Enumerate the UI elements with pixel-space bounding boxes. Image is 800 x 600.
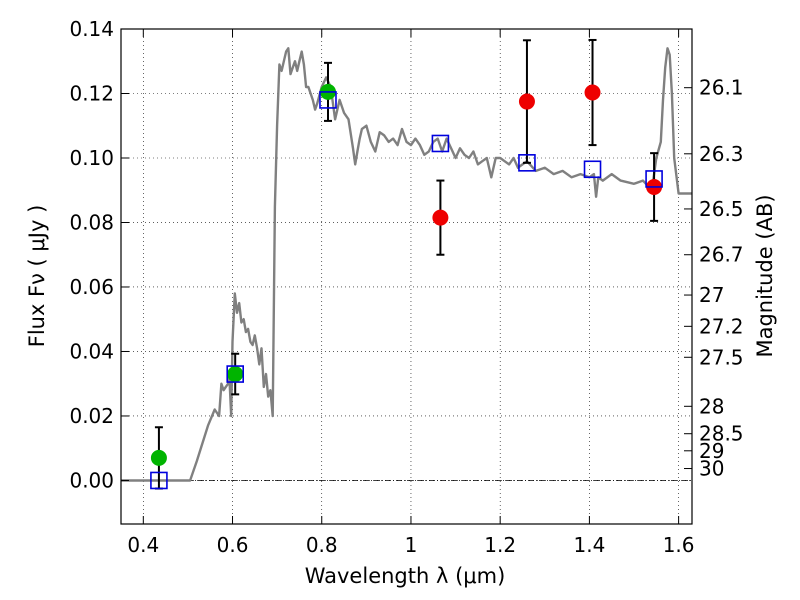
model-band-square: [645, 170, 663, 188]
model-band-square: [518, 154, 536, 172]
model-band-square: [226, 365, 244, 383]
x-tick-label: 1.4: [573, 533, 605, 557]
y-axis-label: Flux Fν ( μJy ): [25, 205, 49, 348]
right-tick-label: 26.5: [699, 197, 744, 221]
x-axis-label: Wavelength λ (μm): [305, 564, 506, 588]
y-tick-label: 0.10: [69, 146, 114, 170]
model-band-square: [150, 471, 168, 490]
axes: 0.4 0.6 0.8 1 1.2 1.4 1.6 0.00 0.02 0.04 0.06 0.08 0…: [69, 17, 743, 557]
grid-lines: [121, 28, 692, 524]
right-tick-label: 30: [699, 457, 724, 481]
y-tick-label: 0.06: [69, 275, 114, 299]
model-spectrum-line: [121, 47, 692, 482]
y-tick-label: 0.12: [69, 81, 114, 105]
right-tick-label: 26.3: [699, 142, 744, 166]
plot-area: [121, 38, 692, 490]
y-tick-label: 0.04: [69, 339, 114, 363]
model-band-square: [583, 160, 602, 179]
x-tick-label: 1.2: [484, 533, 516, 557]
y-tick-label: 0.02: [69, 404, 114, 428]
data-point: [518, 93, 535, 110]
right-tick-label: 26.1: [699, 76, 744, 100]
right-tick-label: 27: [699, 283, 724, 307]
data-point: [432, 209, 449, 226]
x-tick-label: 0.8: [306, 533, 338, 557]
y-axis-right-label: Magnitude (AB): [753, 194, 777, 357]
x-tick-label: 1.6: [663, 533, 695, 557]
data-point: [584, 84, 601, 101]
right-tick-label: 26.7: [699, 243, 744, 267]
x-tick-label: 0.6: [217, 533, 249, 557]
y-tick-label: 0.14: [69, 17, 114, 41]
data-point: [150, 449, 167, 466]
model-band-square: [319, 91, 337, 109]
y-tick-label: 0.00: [69, 468, 114, 492]
x-tick-label: 0.4: [127, 533, 159, 557]
x-tick-label: 1: [405, 533, 418, 557]
right-tick-label: 29: [699, 439, 724, 463]
data-point: [227, 366, 244, 383]
right-tick-label: 27.5: [699, 345, 744, 369]
y-tick-label: 0.08: [69, 210, 114, 234]
right-tick-label: 28.5: [699, 422, 744, 446]
right-tick-label: 28: [699, 394, 724, 418]
plot-frame: [120, 28, 693, 525]
model-band-square: [431, 134, 450, 153]
right-tick-label: 27.2: [699, 314, 744, 338]
